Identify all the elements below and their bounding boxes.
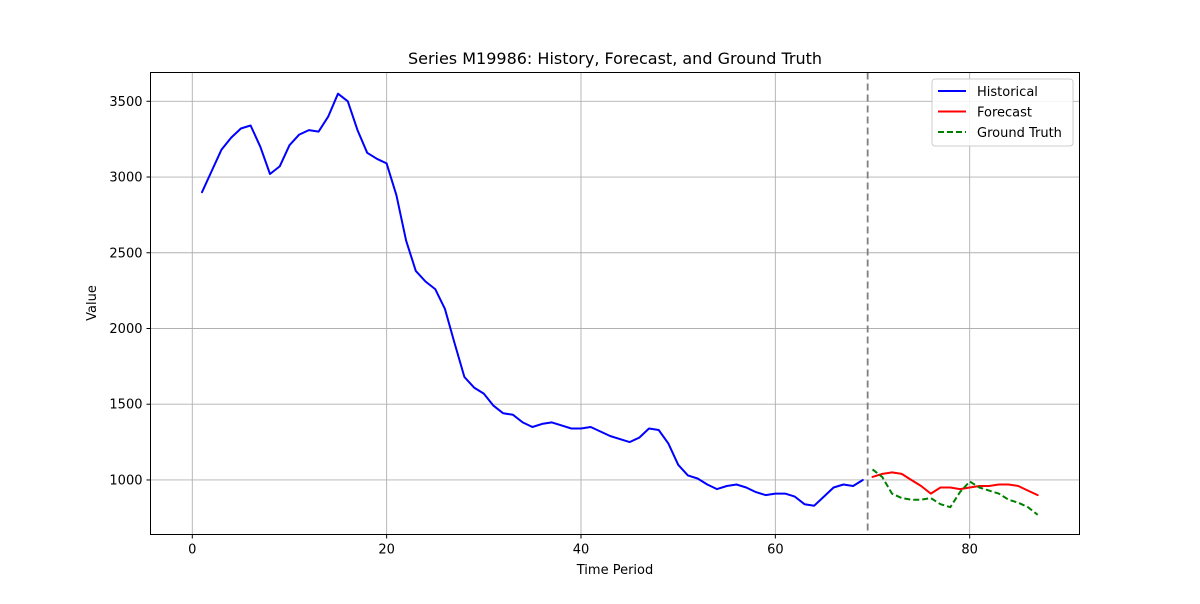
series-line-historical [201, 92, 864, 507]
x-tick-label: 0 [188, 543, 196, 558]
plot-frame [150, 72, 1080, 535]
legend-label: Ground Truth [977, 126, 1062, 141]
y-tick-label: 2000 [109, 322, 142, 337]
y-tick-label: 2500 [109, 246, 142, 261]
series-lines [201, 92, 1039, 516]
x-tick-label: 60 [767, 543, 784, 558]
y-tick-label: 1000 [109, 473, 142, 488]
grid-lines [150, 72, 1080, 535]
series-line-forecast [871, 471, 1039, 497]
chart-title: Series M19986: History, Forecast, and Gr… [408, 49, 822, 68]
y-tick-label: 3000 [109, 171, 142, 186]
series-line-ground-truth [871, 468, 1039, 516]
legend-box [931, 78, 1074, 147]
y-axis-label: Value [85, 285, 100, 321]
x-tick-label: 80 [961, 543, 978, 558]
axis-ticks: 0 20 40 60 80 1000 1500 2000 2500 3000 3500 [109, 95, 978, 558]
legend-label: Historical [977, 85, 1038, 100]
plot-area [150, 72, 1080, 535]
y-tick-label: 1500 [109, 398, 142, 413]
x-axis-label: Time Period [576, 563, 653, 578]
y-tick-label: 3500 [109, 95, 142, 110]
legend-items: Historical Forecast Ground Truth [938, 85, 1062, 141]
legend: Historical Forecast Ground Truth [931, 78, 1074, 147]
x-tick-label: 20 [378, 543, 395, 558]
legend-label: Forecast [977, 106, 1032, 121]
x-tick-label: 40 [573, 543, 590, 558]
